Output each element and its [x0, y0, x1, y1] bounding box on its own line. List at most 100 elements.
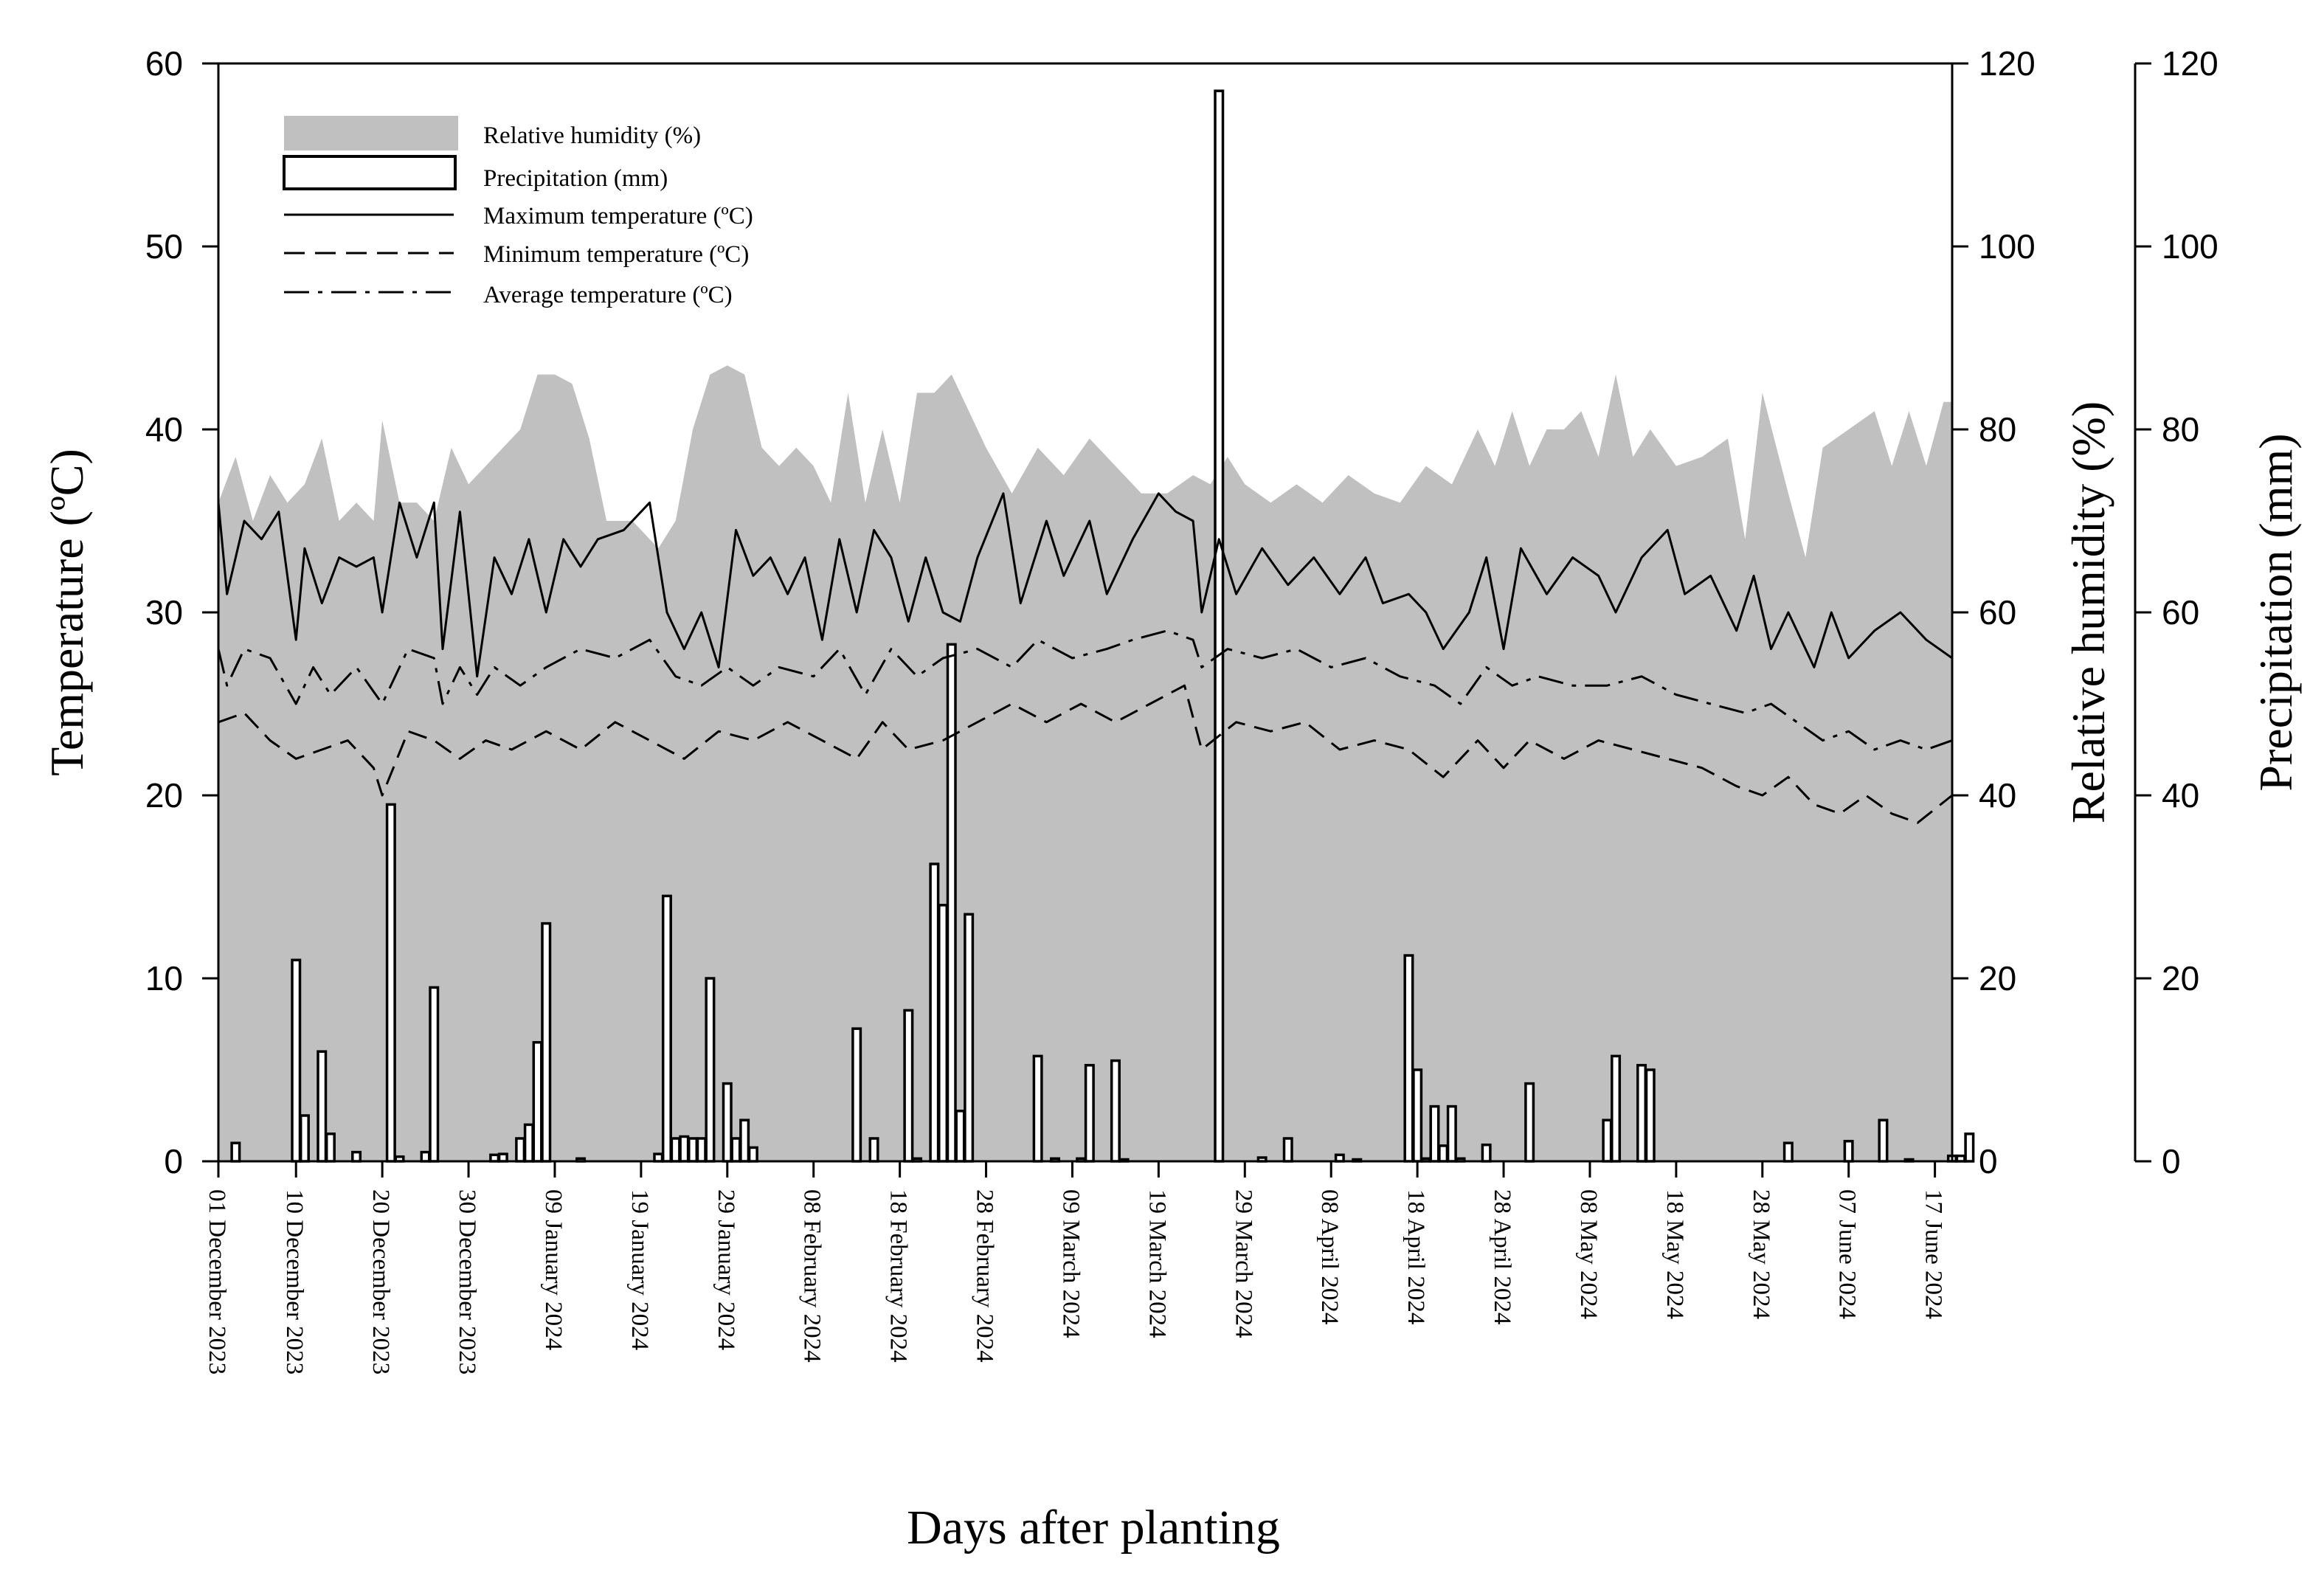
precipitation-bar [1782, 1141, 1794, 1163]
y-left-axis-title: Temperature (ºC) [41, 449, 93, 776]
legend-label-min-temp: Minimum temperature (ºC) [483, 241, 749, 268]
precipitation-bar [964, 913, 975, 1163]
precipitation-bar [1636, 1064, 1647, 1163]
precipitation-bar [515, 1137, 526, 1163]
legend-label-avg-temp: Average temperature (ºC) [483, 282, 733, 308]
x-tick-label: 09 January 2024 [540, 1189, 567, 1350]
x-axis-title: Days after planting [907, 1501, 1280, 1555]
y-left-tick-label: 50 [145, 227, 183, 266]
precipitation-bar [722, 1082, 733, 1163]
precipitation-bar [868, 1137, 879, 1163]
precipitation-bar [1084, 1064, 1095, 1163]
maximum-temperature-c-line [217, 492, 1953, 678]
x-tick-label: 20 December 2023 [367, 1189, 394, 1375]
precipitation-bar [851, 1027, 862, 1163]
y-right2-tick-label: 60 [2162, 593, 2199, 632]
x-tick-label: 10 December 2023 [281, 1189, 308, 1375]
x-tick-label: 29 March 2024 [1230, 1189, 1256, 1338]
average-temperature-c-line [217, 629, 1953, 751]
y-right1-tick-label: 80 [1979, 410, 2016, 449]
precipitation-bar [730, 1137, 741, 1163]
precipitation-bar [1429, 1104, 1440, 1163]
precipitation-bar [1524, 1082, 1535, 1163]
precipitation-bar [429, 986, 440, 1163]
precipitation-bar [1611, 1054, 1622, 1163]
precipitation-bar [230, 1141, 241, 1163]
temperature-line-layer [217, 492, 1953, 824]
y-right1-tick-label: 60 [1979, 593, 2016, 632]
x-tick-label: 19 March 2024 [1144, 1189, 1170, 1338]
precipitation-bar [1214, 89, 1225, 1163]
precipitation-bar [705, 977, 716, 1163]
x-tick-label: 19 January 2024 [626, 1189, 653, 1350]
precipitation-bar [1481, 1143, 1492, 1163]
precipitation-bar [1878, 1118, 1889, 1163]
x-tick-label: 28 April 2024 [1489, 1189, 1515, 1324]
precipitation-bar [929, 862, 940, 1163]
precipitation-bar [661, 894, 672, 1163]
precipitation-bar [955, 1110, 966, 1163]
x-tick-label: 30 December 2023 [454, 1189, 480, 1375]
precipitation-bar [1964, 1133, 1975, 1163]
x-tick-label: 08 February 2024 [799, 1189, 826, 1363]
precipitation-bar [1602, 1118, 1613, 1163]
precipitation-bar [1446, 1104, 1457, 1163]
precipitation-bar [420, 1150, 431, 1163]
precipitation-bar [688, 1137, 699, 1163]
y-left-tick-label: 30 [145, 593, 183, 632]
precipitation-bar [739, 1118, 750, 1163]
precipitation-bar [523, 1123, 534, 1163]
x-tick-label: 28 May 2024 [1748, 1189, 1774, 1319]
precipitation-bar [325, 1133, 336, 1163]
y-right2-axis-title: Precipitation (mm) [2249, 433, 2302, 791]
y-right2-tick-label: 20 [2162, 959, 2199, 998]
x-tick-label: 18 April 2024 [1403, 1189, 1429, 1324]
precipitation-bar [1438, 1144, 1449, 1163]
precipitation-bar [1412, 1068, 1423, 1163]
precipitation-bar [679, 1135, 690, 1163]
precipitation-bar [1110, 1059, 1121, 1163]
precipitation-bar [532, 1041, 543, 1163]
y-right2-tick-label: 40 [2162, 776, 2199, 815]
precipitation-bar [946, 643, 957, 1163]
precipitation-bar [1843, 1139, 1854, 1163]
precipitation-bar [351, 1150, 362, 1163]
legend-swatch-humidity [284, 116, 458, 151]
legend: Relative humidity (%) Precipitation (mm)… [283, 116, 753, 308]
x-tick-label: 08 May 2024 [1575, 1189, 1602, 1319]
legend-label-max-temp: Maximum temperature (ºC) [483, 203, 753, 229]
y-right2-tick-label: 80 [2162, 410, 2199, 449]
precipitation-bar [903, 1009, 914, 1163]
y-left-tick-label: 10 [145, 959, 183, 998]
x-tick-label: 29 January 2024 [713, 1189, 739, 1350]
y-left-tick-label: 0 [164, 1142, 183, 1180]
y-right2-tick-label: 120 [2162, 44, 2218, 83]
x-tick-label: 01 December 2023 [204, 1189, 230, 1375]
precipitation-bar [747, 1146, 758, 1163]
y-right2-tick-label: 0 [2162, 1142, 2181, 1180]
precipitation-bar [1032, 1054, 1043, 1163]
precipitation-bar [696, 1137, 707, 1163]
y-right1-tick-label: 100 [1979, 227, 2036, 266]
x-tick-label: 07 June 2024 [1834, 1189, 1861, 1319]
x-tick-label: 09 March 2024 [1058, 1189, 1085, 1338]
y-right1-axis-title: Relative humidity (%) [2062, 401, 2114, 823]
y-right1-tick-label: 20 [1979, 959, 2016, 998]
y-left-tick-label: 20 [145, 776, 183, 815]
y-right1-tick-label: 120 [1979, 44, 2036, 83]
precipitation-bar [1403, 954, 1414, 1163]
precipitation-bar [1645, 1068, 1656, 1163]
legend-swatch-precipitation [283, 155, 457, 190]
x-tick-label: 28 February 2024 [972, 1189, 998, 1363]
x-tick-label: 18 February 2024 [885, 1189, 912, 1363]
precipitation-bar [1282, 1137, 1293, 1163]
y-right2-tick-label: 100 [2162, 227, 2218, 266]
humidity-area-layer [218, 365, 1952, 1162]
axes-layer: 0 10 20 30 40 50 60 0 20 40 60 80 100 120 0 20 40 60 80 100… [145, 44, 2218, 1375]
precipitation-bar [938, 904, 949, 1163]
precipitation-bar [541, 922, 552, 1163]
precipitation-bar [317, 1050, 328, 1163]
legend-label-precipitation: Precipitation (mm) [483, 165, 668, 192]
precipitation-bar-layer [230, 89, 1975, 1163]
